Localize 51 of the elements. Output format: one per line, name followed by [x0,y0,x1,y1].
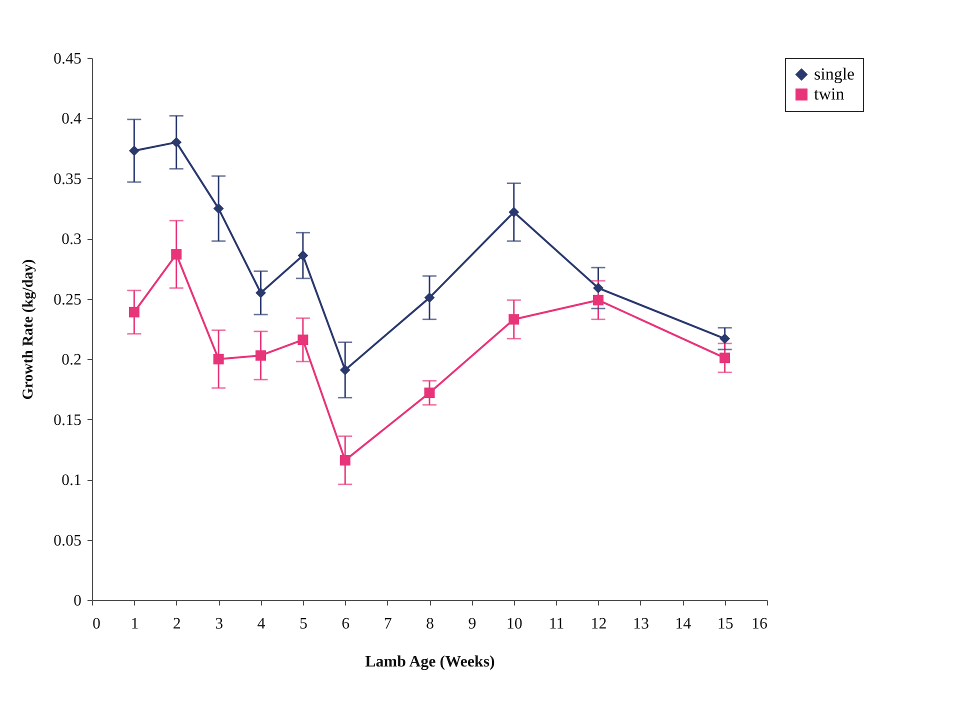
x-tick-label: 1 [130,616,139,632]
x-tick-label: 12 [590,616,607,632]
point [508,206,520,218]
x-tick-label: 8 [426,616,434,632]
y-tick-label: 0 [74,592,82,610]
y-tick-label: 0.45 [54,50,82,68]
point [593,294,604,306]
x-tick-label: 2 [172,616,181,632]
point [171,137,182,148]
point [213,203,224,214]
x-tick-label: 16 [752,616,768,632]
y-tick-label: 0.15 [54,412,82,429]
y-tick-label: 0.05 [54,532,82,550]
point [424,388,435,398]
x-tick-label: 14 [675,616,692,632]
x-tick-label: 11 [548,616,564,632]
point [171,249,182,260]
point [720,352,730,364]
y-axis-title: Growth Rate (kg/day) [20,259,36,400]
point [593,282,604,294]
x-tick-label: 5 [299,616,308,632]
point [256,288,266,298]
point [424,292,435,303]
x-tick-label: 13 [632,616,649,632]
point [213,354,224,364]
x-tick-label: 0 [92,616,100,632]
point [508,314,520,325]
point [720,333,730,344]
point [256,350,266,361]
y-tick-label: 0.2 [62,352,82,369]
y-tick-label: 0.25 [54,291,82,308]
point [340,455,350,466]
x-tick-label: 9 [468,616,476,632]
legend-label: single [814,64,855,84]
x-tick-label: 3 [215,616,224,632]
y-tick-label: 0.4 [62,110,82,128]
point [128,306,140,318]
y-tick-label: 0.35 [54,170,82,188]
y-tick-label: 0.1 [62,472,82,490]
x-tick-label: 15 [717,616,734,632]
point [298,250,308,261]
x-tick-label: 10 [506,616,522,632]
y-tick-label: 0.3 [62,231,82,248]
x-axis-title: Lamb Age (Weeks) [365,654,495,670]
point [340,364,350,376]
x-tick-label: 6 [342,616,350,632]
legend-label: twin [814,84,845,104]
x-tick-label: 4 [257,616,266,632]
x-tick-label: 7 [384,616,392,632]
point [298,334,308,346]
point [128,146,140,156]
